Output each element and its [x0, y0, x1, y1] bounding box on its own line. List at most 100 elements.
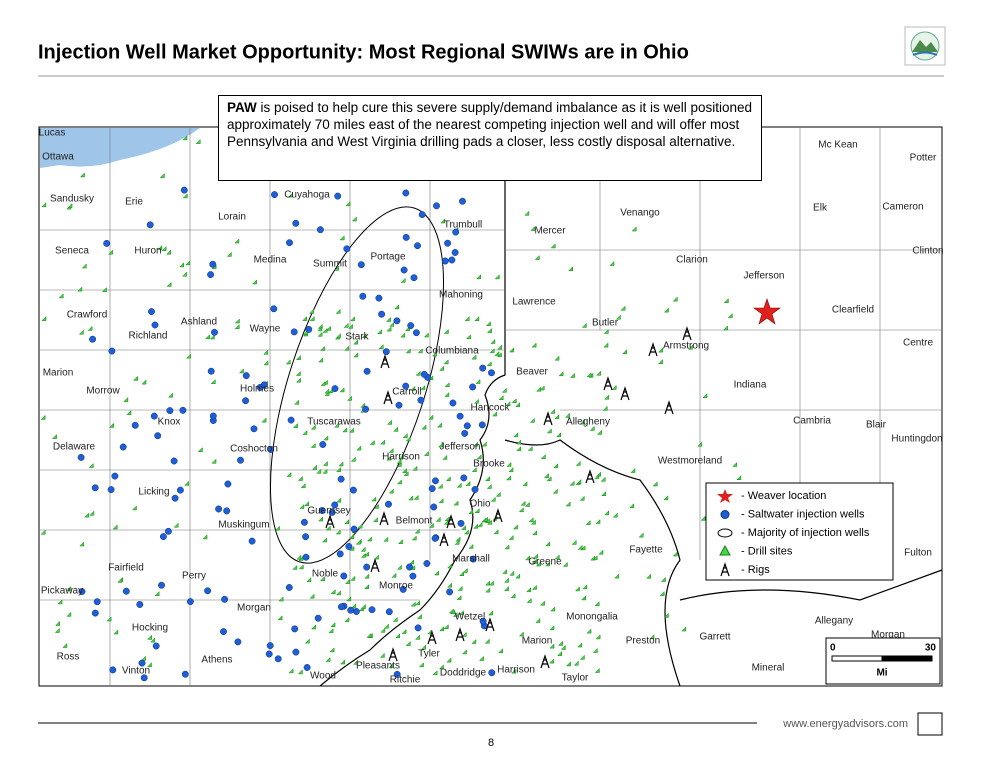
drill-site [325, 656, 331, 662]
drill-site [295, 355, 301, 360]
legend-label: - Rigs [741, 564, 770, 576]
drill-site [322, 327, 328, 333]
injection-well [444, 239, 452, 247]
drill-site [298, 564, 304, 570]
drill-site [487, 610, 493, 616]
drill-site [335, 590, 341, 596]
injection-well [316, 226, 324, 234]
drill-site [638, 532, 644, 538]
drill-site [477, 521, 483, 527]
drill-site [491, 411, 497, 417]
county-label: Knox [158, 417, 181, 428]
injection-well [459, 197, 466, 205]
injection-well [159, 533, 167, 541]
county-label: Allegheny [566, 417, 610, 428]
drill-site [360, 546, 366, 552]
map-frame [38, 126, 943, 687]
drill-site [506, 461, 512, 467]
drill-site [344, 616, 350, 622]
drill-site [600, 476, 606, 482]
drill-site [389, 321, 395, 327]
county-label: Clarion [676, 255, 708, 266]
drill-site [182, 135, 188, 141]
county-label: Monongalia [566, 612, 618, 623]
drill-site [489, 348, 495, 354]
drill-site [554, 355, 560, 361]
map: Lucas Ottawa Sandusky Erie Lorain Cuyahoga Sen… [38, 126, 944, 687]
drill-site [505, 401, 511, 406]
drill-site [330, 622, 336, 627]
drill-site [112, 524, 118, 530]
injection-well [362, 405, 370, 413]
county-label: Summit [313, 259, 347, 270]
drill-site [342, 427, 348, 433]
drill-site [371, 496, 377, 502]
drill-site [57, 599, 63, 605]
injection-well [331, 501, 339, 509]
drill-site [516, 445, 522, 451]
injection-well [414, 242, 421, 250]
injection-well [176, 486, 184, 494]
drill-site [209, 334, 215, 340]
drill-site [344, 578, 350, 584]
drill-site [318, 357, 324, 363]
injection-well [122, 587, 130, 595]
drill-site [167, 392, 173, 398]
injection-well [478, 421, 486, 429]
drill-site [620, 305, 626, 311]
injection-well [207, 367, 215, 375]
drill-site [202, 534, 208, 540]
drill-site [339, 387, 345, 393]
injection-well [292, 648, 300, 656]
drill-site [722, 325, 728, 331]
drill-site [509, 347, 514, 353]
drill-site [349, 545, 355, 551]
drill-site [444, 382, 450, 387]
injection-well [270, 305, 278, 313]
drill-site [611, 384, 617, 390]
logo [904, 26, 946, 66]
drill-site [484, 638, 490, 644]
injection-well [334, 192, 342, 200]
county-label: Holmes [240, 384, 274, 395]
drill-site [452, 611, 458, 617]
drill-site [324, 388, 330, 394]
drill-site [596, 429, 602, 435]
drill-site [494, 274, 500, 280]
drill-site [308, 308, 314, 314]
injection-well [292, 219, 300, 227]
drill-site [234, 238, 240, 244]
drill-site [346, 395, 352, 401]
drill-site [471, 354, 477, 360]
county-label: Stark [345, 332, 369, 343]
injection-well [303, 664, 311, 671]
drill-site [410, 385, 416, 391]
drill-site [299, 503, 305, 509]
county-label: Guernsey [307, 506, 350, 517]
scale-end: 30 [925, 643, 937, 654]
legend-label: - Weaver location [741, 490, 826, 502]
drill-site [287, 192, 293, 198]
drill-site [297, 669, 303, 675]
drill-site [515, 402, 520, 407]
injection-well [363, 563, 371, 571]
drill-site [659, 590, 665, 596]
injection-well [402, 382, 410, 390]
drill-site [401, 628, 407, 634]
drill-site [350, 456, 356, 462]
drill-site [604, 510, 609, 516]
drill-site [386, 455, 392, 461]
injection-well [224, 480, 232, 488]
drill-site [503, 585, 509, 591]
injection-well [343, 245, 351, 253]
county-label: Fulton [904, 548, 932, 559]
drill-site [462, 567, 468, 573]
county-label: Seneca [55, 246, 89, 257]
injection-well [204, 587, 212, 595]
drill-site [476, 274, 481, 280]
county-label: Brooke [473, 459, 505, 470]
county-label: Vinton [122, 666, 150, 677]
injection-well [271, 191, 278, 199]
county-label: Lucas [39, 128, 66, 139]
